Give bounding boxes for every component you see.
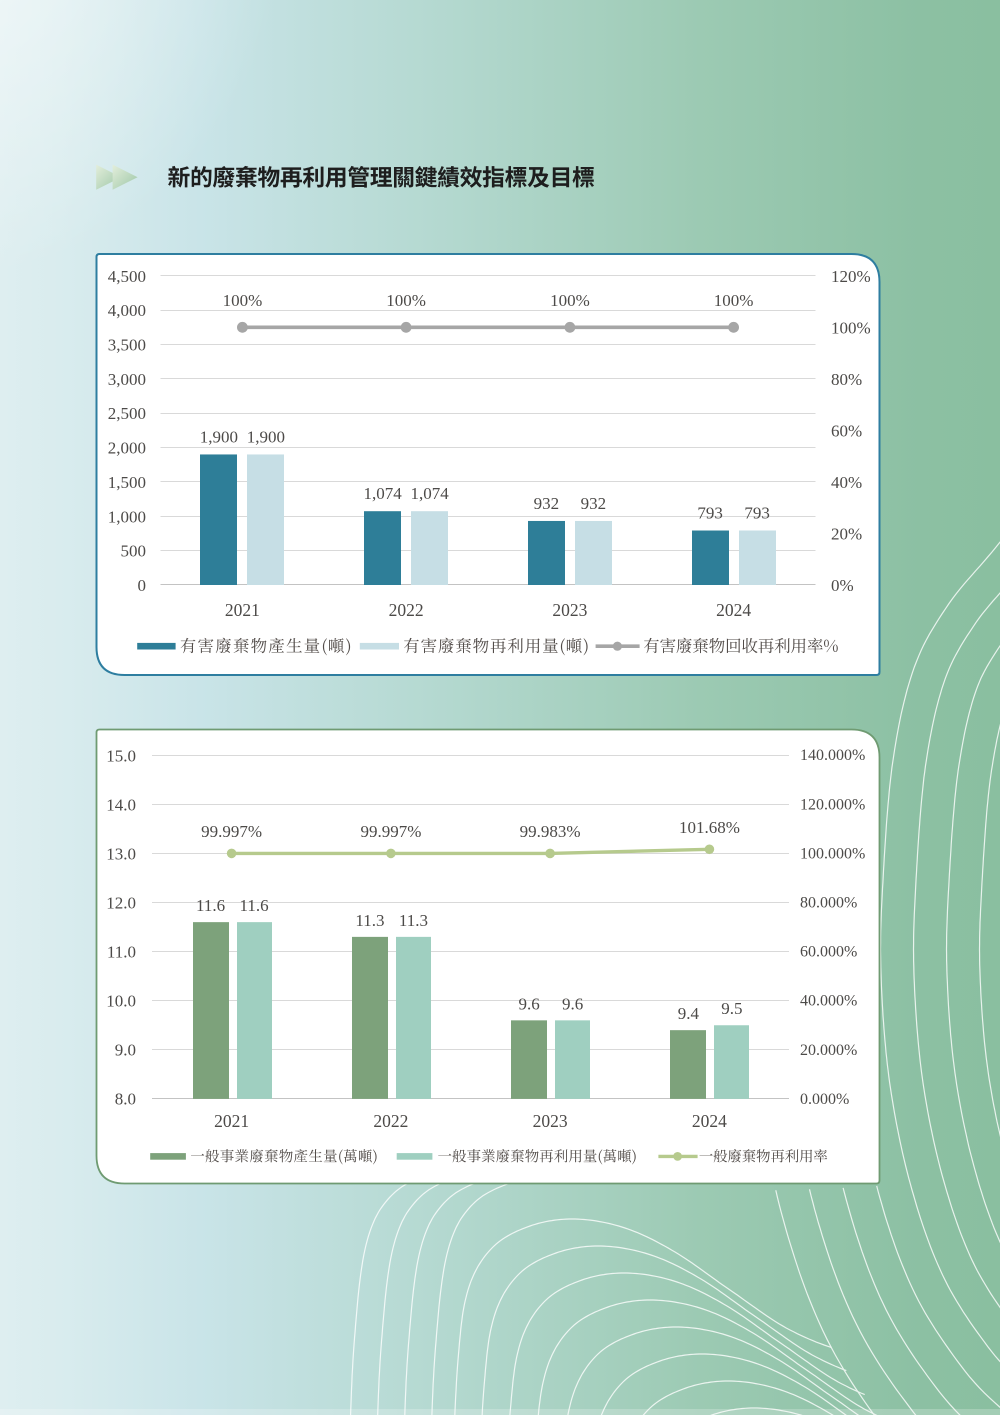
svg-text:9.6: 9.6 xyxy=(562,994,583,1013)
svg-text:0.000%: 0.000% xyxy=(800,1091,849,1108)
svg-text:2022: 2022 xyxy=(373,1111,408,1131)
svg-text:3,500: 3,500 xyxy=(108,336,146,355)
svg-text:9.0: 9.0 xyxy=(115,1041,136,1060)
svg-text:100%: 100% xyxy=(714,291,754,310)
svg-text:11.3: 11.3 xyxy=(399,911,428,930)
svg-text:932: 932 xyxy=(581,494,607,513)
svg-text:99.997%: 99.997% xyxy=(360,822,421,841)
svg-text:11.6: 11.6 xyxy=(240,896,269,915)
svg-text:80.000%: 80.000% xyxy=(800,895,857,912)
svg-text:2,000: 2,000 xyxy=(108,439,146,458)
svg-text:10.0: 10.0 xyxy=(106,992,136,1011)
svg-text:1,900: 1,900 xyxy=(247,427,285,446)
svg-text:13.0: 13.0 xyxy=(106,845,136,864)
svg-text:1,074: 1,074 xyxy=(410,484,449,503)
svg-text:14.0: 14.0 xyxy=(106,796,136,815)
svg-text:1,500: 1,500 xyxy=(108,473,146,492)
svg-text:2,500: 2,500 xyxy=(108,404,146,423)
svg-text:120%: 120% xyxy=(831,267,871,286)
svg-text:9.4: 9.4 xyxy=(678,1004,700,1023)
svg-text:2021: 2021 xyxy=(225,600,260,620)
svg-text:60%: 60% xyxy=(831,421,862,440)
svg-text:100%: 100% xyxy=(550,291,590,310)
svg-text:11.6: 11.6 xyxy=(196,896,225,915)
svg-text:140.000%: 140.000% xyxy=(800,747,865,764)
svg-text:2023: 2023 xyxy=(533,1111,568,1131)
svg-text:99.997%: 99.997% xyxy=(201,822,262,841)
svg-text:932: 932 xyxy=(534,494,560,513)
svg-text:101.68%: 101.68% xyxy=(679,818,740,837)
svg-text:9.5: 9.5 xyxy=(721,999,742,1018)
svg-text:2021: 2021 xyxy=(214,1111,249,1131)
svg-text:1,000: 1,000 xyxy=(108,507,146,526)
svg-text:9.6: 9.6 xyxy=(518,994,539,1013)
svg-text:20.000%: 20.000% xyxy=(800,1042,857,1059)
svg-text:4,000: 4,000 xyxy=(108,301,146,320)
svg-text:60.000%: 60.000% xyxy=(800,944,857,961)
svg-text:0%: 0% xyxy=(831,576,854,595)
svg-text:0: 0 xyxy=(138,576,147,595)
svg-text:1,074: 1,074 xyxy=(363,484,402,503)
svg-text:100%: 100% xyxy=(223,291,263,310)
svg-text:2023: 2023 xyxy=(552,600,587,620)
svg-text:12.0: 12.0 xyxy=(106,894,136,913)
svg-text:11.0: 11.0 xyxy=(107,943,136,962)
svg-text:11.3: 11.3 xyxy=(355,911,384,930)
svg-text:4,500: 4,500 xyxy=(108,267,146,286)
svg-text:100.000%: 100.000% xyxy=(800,845,865,862)
svg-text:1,900: 1,900 xyxy=(200,427,238,446)
svg-text:80%: 80% xyxy=(831,370,862,389)
svg-text:2024: 2024 xyxy=(716,600,751,620)
svg-text:15.0: 15.0 xyxy=(106,747,136,766)
svg-text:100%: 100% xyxy=(386,291,426,310)
svg-text:40%: 40% xyxy=(831,473,862,492)
svg-text:2022: 2022 xyxy=(389,600,424,620)
svg-text:3,000: 3,000 xyxy=(108,370,146,389)
svg-text:100%: 100% xyxy=(831,318,871,337)
svg-text:793: 793 xyxy=(697,504,723,523)
svg-text:40.000%: 40.000% xyxy=(800,993,857,1010)
svg-text:500: 500 xyxy=(121,542,147,561)
svg-text:99.983%: 99.983% xyxy=(520,822,581,841)
svg-text:20%: 20% xyxy=(831,525,862,544)
svg-text:8.0: 8.0 xyxy=(115,1090,136,1109)
svg-text:120.000%: 120.000% xyxy=(800,796,865,813)
svg-text:793: 793 xyxy=(744,504,770,523)
svg-text:2024: 2024 xyxy=(692,1111,727,1131)
